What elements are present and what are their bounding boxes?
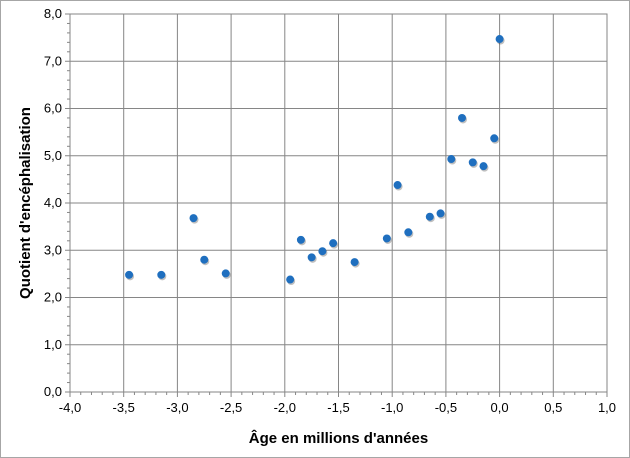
x-tick-label: 0,0: [491, 400, 509, 415]
data-points: [125, 35, 505, 286]
data-point: [296, 235, 305, 244]
x-tick-label: -2,5: [220, 400, 242, 415]
x-tick-label: -0,5: [435, 400, 457, 415]
data-point: [393, 181, 402, 190]
y-tick-label: 7,0: [44, 53, 62, 68]
plot-area-border: [69, 13, 608, 393]
grid: [65, 13, 608, 397]
data-point: [189, 214, 198, 223]
data-point: [221, 269, 230, 278]
x-axis-title: Âge en millions d'années: [249, 429, 428, 447]
y-tick-label: 0,0: [44, 384, 62, 399]
data-point: [329, 239, 338, 248]
data-point: [382, 234, 391, 243]
data-point: [479, 162, 488, 171]
y-tick-label: 3,0: [44, 242, 62, 257]
data-point: [495, 35, 504, 44]
data-point: [436, 209, 445, 218]
y-tick-label: 1,0: [44, 337, 62, 352]
data-point: [125, 270, 134, 279]
x-tick-labels: -4,0 -3,5 -3,0 -2,5 -2,0 -1,5 -1,0 -0,5 0,0 0,5 1,…: [59, 400, 616, 415]
data-point: [458, 113, 467, 122]
data-point: [468, 158, 477, 167]
x-tick-label: -1,0: [381, 400, 403, 415]
data-point: [200, 255, 209, 264]
y-axis-title: Quotient d'encéphalisation: [17, 107, 34, 299]
data-point: [447, 155, 456, 164]
data-point: [490, 134, 499, 143]
y-tick-label: 4,0: [44, 195, 62, 210]
x-tick-label: 1,0: [598, 400, 616, 415]
data-point: [425, 212, 434, 221]
y-tick-label: 6,0: [44, 101, 62, 116]
data-point: [157, 270, 166, 279]
y-tick-label: 5,0: [44, 148, 62, 163]
data-point: [350, 258, 359, 267]
data-point: [307, 253, 316, 262]
data-point: [318, 247, 327, 256]
x-tick-label: -4,0: [59, 400, 81, 415]
y-tick-label: 8,0: [44, 6, 62, 21]
x-tick-label: -1,5: [327, 400, 349, 415]
minor-ticks: [67, 22, 597, 395]
y-tick-labels: 0,0 1,0 2,0 3,0 4,0 5,0 6,0 7,0 8,0: [44, 6, 62, 399]
data-point: [286, 275, 295, 284]
y-tick-label: 2,0: [44, 290, 62, 305]
x-tick-label: -3,0: [166, 400, 188, 415]
x-tick-label: 0,5: [544, 400, 562, 415]
x-tick-label: -2,0: [274, 400, 296, 415]
data-point: [404, 228, 413, 237]
x-tick-label: -3,5: [112, 400, 134, 415]
